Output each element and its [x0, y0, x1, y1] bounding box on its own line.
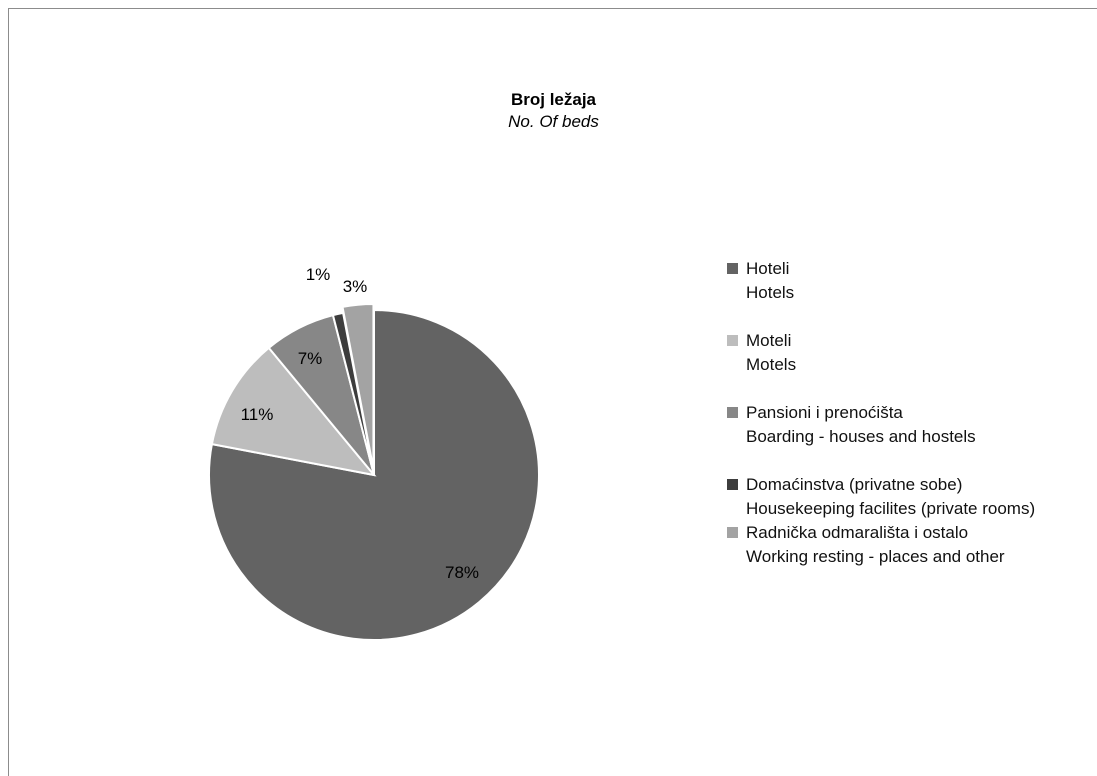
legend-item-boarding: Pansioni i prenoćišta Boarding - houses …: [726, 401, 1096, 449]
legend-label-en: Working resting - places and other: [746, 547, 1005, 566]
legend-label: Domaćinstva (privatne sobe): [746, 475, 963, 494]
legend: Hoteli Hotels Moteli Motels Pansioni i p…: [726, 257, 1096, 569]
legend-swatch: [727, 263, 738, 274]
legend-swatch: [727, 479, 738, 490]
legend-swatch: [727, 527, 738, 538]
legend-label-en: Housekeeping facilites (private rooms): [746, 499, 1036, 518]
data-label: 7%: [298, 349, 323, 368]
legend-item-working-resting: Radnička odmarališta i ostalo Working re…: [726, 521, 1096, 569]
legend-label: Hoteli: [746, 259, 790, 278]
data-label: 3%: [343, 277, 368, 296]
data-label: 1%: [306, 265, 331, 284]
data-label: 11%: [241, 405, 274, 424]
chart-title-block: Broj ležaja No. Of beds: [9, 89, 1097, 133]
pie-slice: [341, 303, 375, 470]
data-label: 78%: [445, 563, 479, 582]
legend-label-en: Motels: [746, 355, 797, 374]
legend-item-housekeeping: Domaćinstva (privatne sobe) Housekeeping…: [726, 473, 1046, 521]
legend-label: Radnička odmarališta i ostalo: [746, 523, 969, 542]
legend-label-en: Hotels: [746, 283, 795, 302]
legend-item-hotels: Hoteli Hotels: [726, 257, 1096, 305]
pie-slice: [208, 308, 540, 641]
chart-title: Broj ležaja: [510, 90, 597, 109]
legend-label: Moteli: [746, 331, 792, 350]
legend-swatch: [727, 335, 738, 346]
legend-item-motels: Moteli Motels: [726, 329, 1096, 377]
legend-swatch: [727, 407, 738, 418]
legend-label: Pansioni i prenoćišta: [746, 403, 903, 422]
chart-frame: Broj ležaja No. Of beds: [8, 8, 1097, 776]
legend-label-en: Boarding - houses and hostels: [746, 427, 976, 446]
chart-subtitle: No. Of beds: [508, 112, 599, 131]
pie-slice: [210, 346, 377, 477]
